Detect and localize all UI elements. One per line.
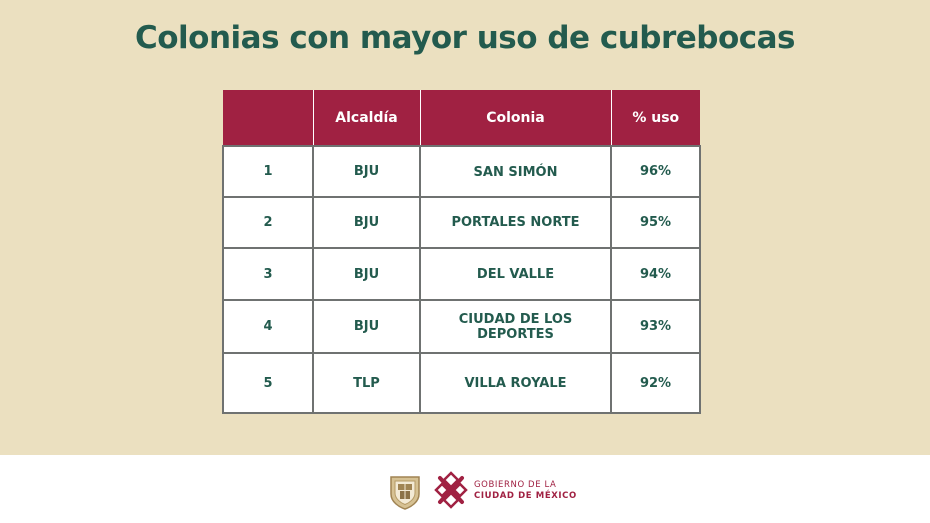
alcaldia-cell: TLP: [312, 352, 421, 414]
rank-cell: 5: [222, 352, 314, 414]
rank-cell: 3: [222, 247, 314, 301]
alcaldia-cell: BJU: [312, 145, 421, 198]
table-header-row: Alcaldía Colonia % uso: [223, 90, 700, 146]
table-row: 3 BJU DEL VALLE 94%: [222, 247, 701, 301]
header-rank: [223, 90, 313, 146]
gobierno-cdmx-text: GOBIERNO DE LA CIUDAD DE MÉXICO: [474, 480, 577, 502]
colonia-line: CIUDAD DE LOS: [458, 311, 573, 327]
colonia-cell: SAN SIMÓN: [419, 145, 612, 198]
colonia-cell: PORTALES NORTE: [419, 196, 612, 249]
uso-cell: 92%: [610, 352, 701, 414]
ranking-table: Alcaldía Colonia % uso 1 BJU SAN SIMÓN 9…: [222, 90, 701, 414]
header-alcaldia: Alcaldía: [312, 90, 420, 146]
table-row: 5 TLP VILLA ROYALE 92%: [222, 352, 701, 414]
gov-line1: GOBIERNO DE LA: [474, 480, 557, 490]
colonia-cell: CIUDAD DE LOS DEPORTES: [419, 299, 612, 354]
alcaldia-cell: BJU: [312, 299, 421, 354]
colonia-cell: VILLA ROYALE: [419, 352, 612, 414]
table-row: 2 BJU PORTALES NORTE 95%: [222, 196, 701, 249]
page-title: Colonias con mayor uso de cubrebocas: [134, 20, 796, 56]
cdmx-logo-icon: [434, 471, 468, 509]
table-row: 1 BJU SAN SIMÓN 96%: [222, 145, 701, 198]
uso-cell: 94%: [610, 247, 701, 301]
alcaldia-cell: BJU: [312, 247, 421, 301]
uso-cell: 96%: [610, 145, 701, 198]
slide-background: Colonias con mayor uso de cubrebocas Alc…: [0, 0, 930, 455]
colonia-cell: DEL VALLE: [419, 247, 612, 301]
header-colonia: Colonia: [419, 90, 611, 146]
uso-cell: 95%: [610, 196, 701, 249]
colonia-line: DEPORTES: [477, 326, 554, 342]
rank-cell: 1: [222, 145, 314, 198]
table-row: 4 BJU CIUDAD DE LOS DEPORTES 93%: [222, 299, 701, 354]
escudo-cdmx-icon: [390, 476, 420, 510]
alcaldia-cell: BJU: [312, 196, 421, 249]
rank-cell: 4: [222, 299, 314, 354]
rank-cell: 2: [222, 196, 314, 249]
gov-line2: CIUDAD DE MÉXICO: [474, 491, 577, 501]
uso-cell: 93%: [610, 299, 701, 354]
header-uso: % uso: [610, 90, 700, 146]
